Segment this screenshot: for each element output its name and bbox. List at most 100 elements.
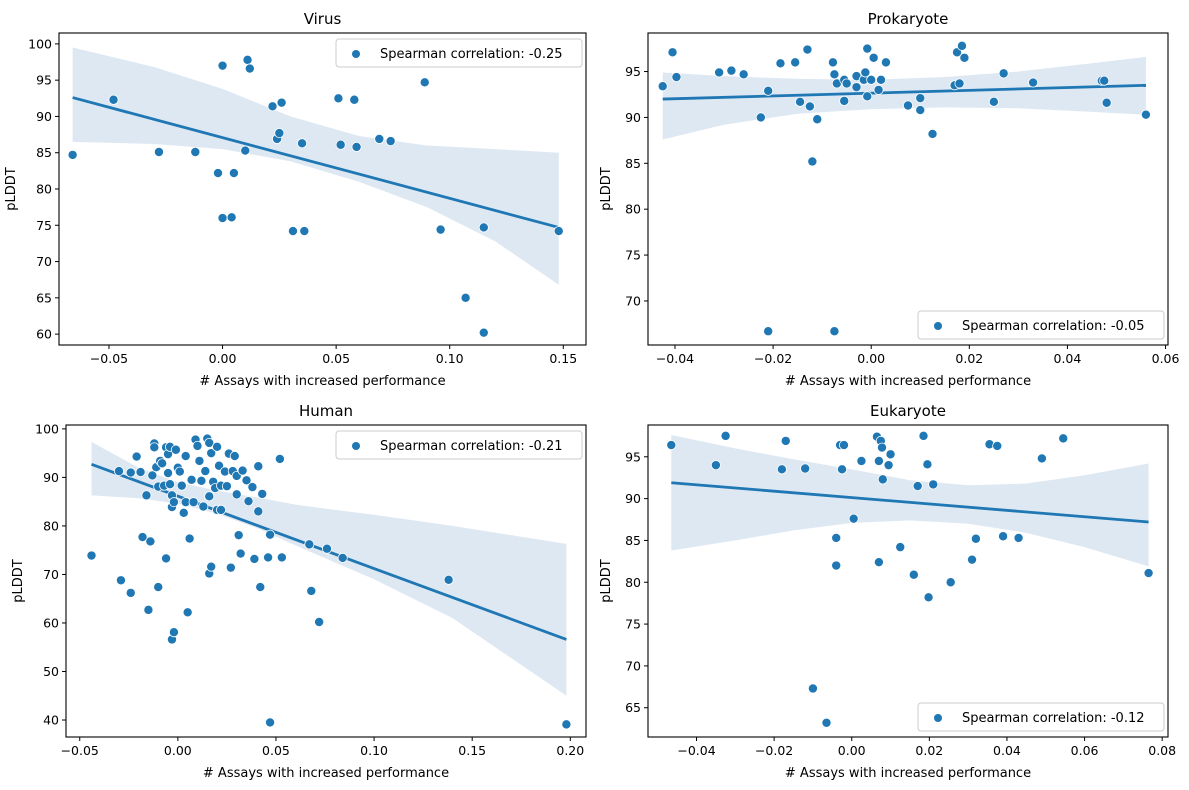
data-point xyxy=(274,453,285,464)
data-point xyxy=(873,557,884,568)
data-point xyxy=(873,455,884,466)
data-point xyxy=(657,81,668,92)
data-point xyxy=(927,128,938,139)
y-tick-label: 95 xyxy=(625,449,641,464)
data-point xyxy=(922,459,933,470)
data-point xyxy=(206,448,217,459)
data-point xyxy=(241,475,252,486)
data-point xyxy=(837,464,848,475)
data-point xyxy=(827,57,838,68)
legend-box xyxy=(917,702,1165,732)
data-point xyxy=(186,474,197,485)
data-point xyxy=(776,464,787,475)
data-point xyxy=(188,497,199,508)
x-tick-label: −0.05 xyxy=(61,743,99,758)
x-tick-label: 0.20 xyxy=(556,743,584,758)
data-point xyxy=(812,114,823,125)
data-point xyxy=(67,149,78,160)
y-tick-label: 50 xyxy=(43,664,59,679)
data-point xyxy=(671,72,682,83)
data-point xyxy=(217,60,228,71)
data-point xyxy=(125,587,136,598)
legend-marker xyxy=(352,50,360,58)
y-tick-label: 70 xyxy=(43,567,59,582)
data-point xyxy=(168,627,179,638)
data-point xyxy=(915,105,926,116)
data-point xyxy=(243,496,254,507)
data-point xyxy=(115,575,126,586)
data-point xyxy=(297,138,308,149)
data-point xyxy=(666,440,677,451)
data-point xyxy=(164,479,175,490)
confidence-band xyxy=(662,56,1146,140)
data-point xyxy=(866,74,877,85)
data-point xyxy=(113,466,124,477)
data-point xyxy=(141,490,152,501)
y-axis-label: pLDDT xyxy=(599,167,614,211)
data-point xyxy=(314,617,325,628)
panel-virus: −0.05 0.00 0.05 0.10 0.15 60 65 70 75 80 85 90 95 100… xyxy=(4,10,587,389)
y-tick-label: 70 xyxy=(36,254,52,269)
y-tick-label: 65 xyxy=(36,290,52,305)
data-point xyxy=(374,133,385,144)
data-point xyxy=(1036,453,1047,464)
y-axis-label: pLDDT xyxy=(599,559,614,603)
data-point xyxy=(998,531,1009,542)
data-point xyxy=(163,468,174,479)
data-point xyxy=(1099,75,1110,86)
data-point xyxy=(244,63,255,74)
y-tick-label: 75 xyxy=(625,617,641,632)
data-point xyxy=(231,489,242,500)
data-point xyxy=(276,552,287,563)
data-point xyxy=(838,440,849,451)
x-axis-label: # Assays with increased performance xyxy=(785,766,1031,781)
y-tick-label: 70 xyxy=(625,293,641,308)
data-point xyxy=(829,326,840,337)
data-point xyxy=(839,95,850,106)
data-point xyxy=(337,552,348,563)
data-point xyxy=(217,213,228,224)
data-point xyxy=(667,47,678,58)
data-point xyxy=(235,548,246,559)
x-tick-label: −0.02 xyxy=(754,351,792,366)
data-point xyxy=(710,460,721,471)
x-tick-label: 0.15 xyxy=(458,743,486,758)
data-point xyxy=(967,554,978,565)
x-tick-label: −0.04 xyxy=(677,743,715,758)
x-tick-label: 0.06 xyxy=(1071,743,1099,758)
y-tick-label: 60 xyxy=(36,327,52,342)
data-point xyxy=(714,67,725,78)
data-point xyxy=(763,85,774,96)
data-point xyxy=(206,561,217,572)
data-point xyxy=(204,491,215,502)
data-point xyxy=(1140,109,1151,120)
data-point xyxy=(1013,532,1024,543)
panel-title: Prokaryote xyxy=(868,10,949,28)
x-tick-label: 0.04 xyxy=(1054,351,1082,366)
x-tick-label: 0.10 xyxy=(436,351,464,366)
data-point xyxy=(915,93,926,104)
data-point xyxy=(204,437,215,448)
data-point xyxy=(561,719,572,730)
y-tick-label: 85 xyxy=(625,156,641,171)
x-tick-label: −0.04 xyxy=(656,351,694,366)
data-point xyxy=(263,552,274,563)
data-point xyxy=(795,96,806,107)
data-point xyxy=(821,717,832,728)
legend-label: Spearman correlation: -0.25 xyxy=(380,47,563,62)
data-point xyxy=(918,430,929,441)
data-point xyxy=(763,326,774,337)
legend-marker xyxy=(352,442,360,450)
data-point xyxy=(954,78,965,89)
data-point xyxy=(460,292,471,303)
data-point xyxy=(335,139,346,150)
data-point xyxy=(848,513,859,524)
x-tick-label: 0.05 xyxy=(262,743,290,758)
data-point xyxy=(131,451,142,462)
data-point xyxy=(831,532,842,543)
x-tick-label: 0.08 xyxy=(1148,743,1176,758)
data-point xyxy=(1058,433,1069,444)
data-point xyxy=(143,604,154,615)
data-point xyxy=(149,442,160,453)
